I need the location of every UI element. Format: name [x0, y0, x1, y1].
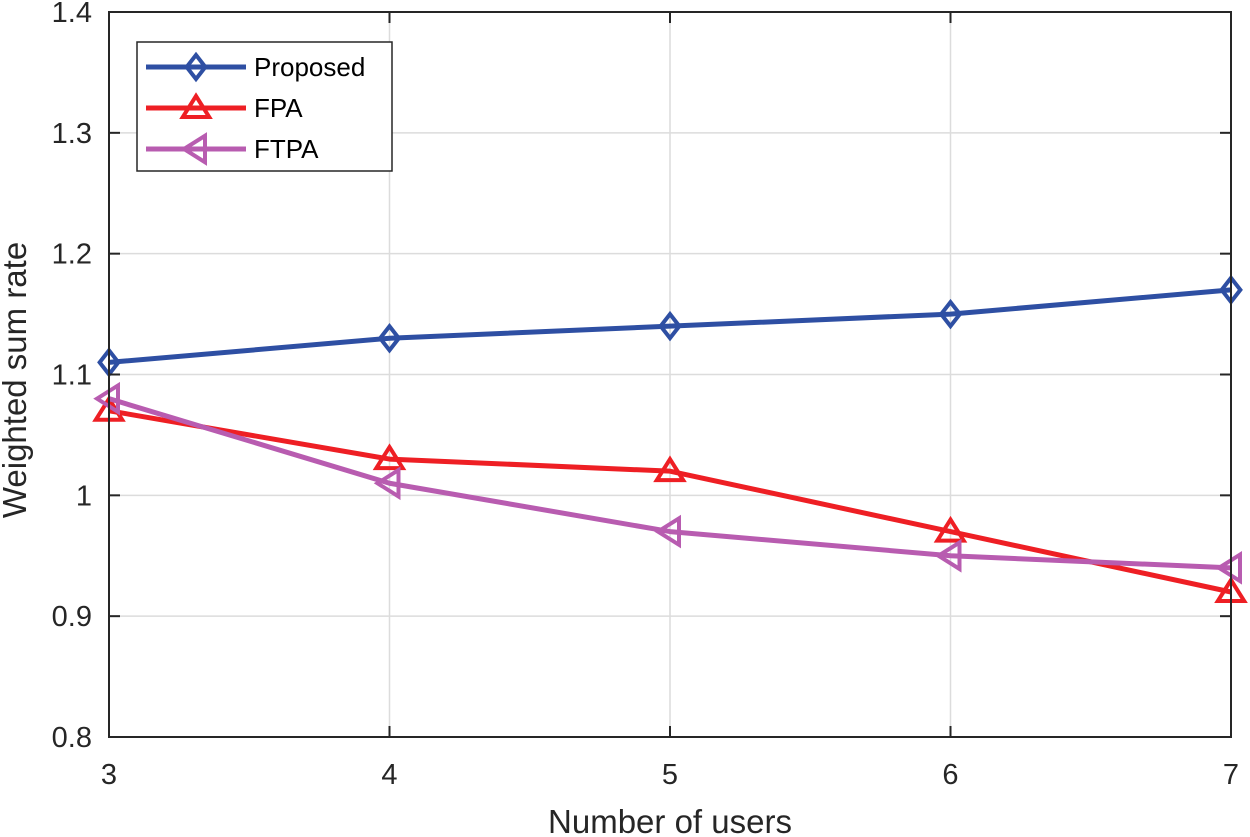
legend: Proposed FPA FTPA: [136, 41, 393, 172]
series-lines: [92, 274, 1248, 603]
y-tick-label: 1.1: [52, 360, 92, 392]
y-tick-label: 1.3: [52, 118, 92, 150]
series-line-fpa: [108, 408, 1232, 595]
legend-marker-proposed: [184, 51, 208, 83]
x-tick-label: 6: [942, 759, 958, 791]
y-tick-label: 0.9: [52, 601, 92, 633]
x-tick-label: 5: [662, 759, 678, 791]
data-point-ftpa: [934, 538, 962, 573]
legend-label-proposed: Proposed: [254, 52, 365, 82]
data-point-fpa: [372, 443, 407, 471]
data-point-ftpa: [654, 514, 681, 549]
data-point-fpa: [933, 515, 968, 543]
data-point-ftpa: [1215, 551, 1242, 585]
grid-lines: [108, 11, 1232, 738]
data-point-proposed: [938, 298, 963, 330]
x-tick-label: 4: [381, 759, 397, 791]
y-axis-title: Weighted sum rate: [0, 242, 33, 518]
y-tick-label: 1.2: [52, 239, 92, 271]
x-tick-label: 3: [101, 759, 117, 791]
legend-marker-fpa: [179, 92, 213, 119]
legend-label-ftpa: FTPA: [254, 134, 319, 164]
x-axis-title: Number of users: [548, 803, 792, 837]
data-point-proposed: [377, 322, 402, 354]
series-line-ftpa: [108, 396, 1232, 571]
axis-ticks: [108, 11, 1232, 738]
tick-labels: 3 4 5 6 7 0.8 0.9 1 1.1 1.2 1.3 1.4: [52, 0, 1239, 791]
data-point-proposed: [658, 310, 682, 342]
data-point-ftpa: [93, 381, 120, 416]
series-line-proposed: [108, 287, 1232, 365]
legend-label-fpa: FPA: [254, 93, 303, 123]
y-tick-label: 1.4: [52, 0, 92, 29]
data-point-ftpa: [373, 466, 401, 501]
y-tick-label: 1: [76, 480, 92, 512]
data-point-fpa: [653, 455, 687, 483]
x-tick-label: 7: [1223, 759, 1239, 791]
y-tick-label: 0.8: [52, 722, 92, 754]
legend-marker-ftpa: [180, 132, 207, 166]
